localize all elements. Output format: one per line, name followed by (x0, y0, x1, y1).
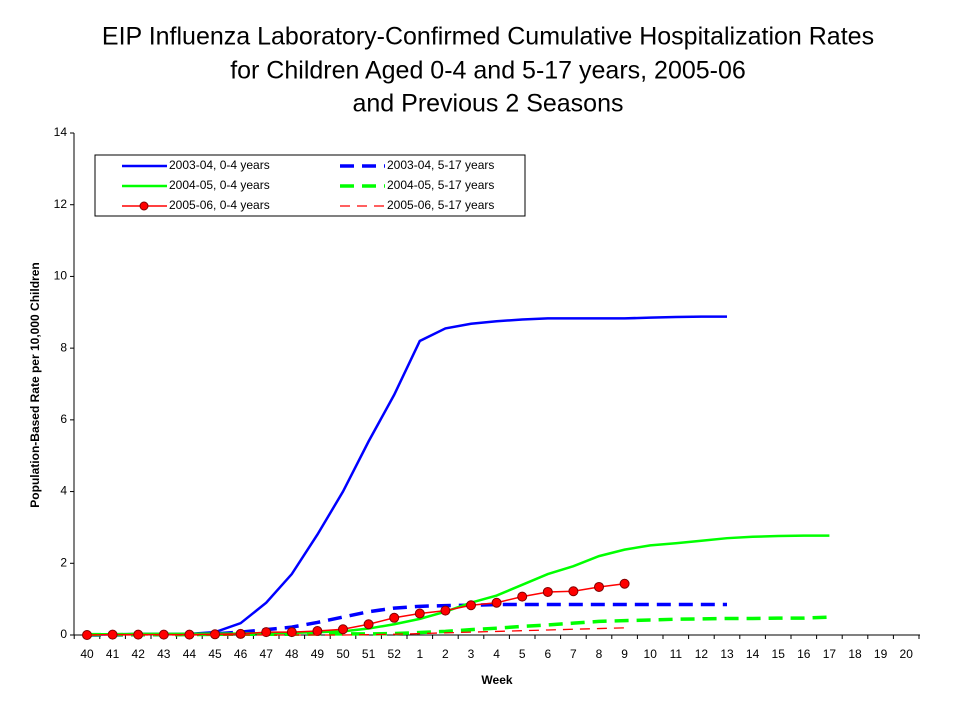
y-tick-label: 2 (60, 555, 67, 569)
y-tick-label: 12 (54, 197, 68, 211)
x-tick-label: 10 (644, 647, 658, 661)
x-tick-label: 18 (848, 647, 862, 661)
x-tick-label: 49 (311, 647, 325, 661)
legend-marker (139, 201, 149, 211)
legend-label: 2004-05, 5-17 years (387, 178, 494, 192)
x-tick-label: 6 (544, 647, 551, 661)
series-marker (440, 605, 451, 616)
x-tick-label: 2 (442, 647, 449, 661)
series-marker (594, 581, 604, 592)
y-tick-label: 4 (60, 484, 67, 498)
series-line (87, 615, 830, 637)
y-tick-label: 8 (60, 340, 67, 354)
x-tick-label: 1 (416, 647, 423, 661)
series-marker (338, 624, 348, 635)
x-tick-label: 47 (260, 647, 274, 661)
x-tick-label: 3 (468, 647, 475, 661)
series-marker (517, 591, 528, 602)
series-marker (363, 619, 374, 630)
x-tick-label: 44 (183, 647, 197, 661)
chart-title: and Previous 2 Seasons (352, 90, 623, 118)
series-marker (312, 626, 323, 637)
series-marker (542, 586, 553, 597)
x-tick-label: 14 (746, 647, 760, 661)
x-tick-label: 52 (388, 647, 402, 661)
x-tick-label: 46 (234, 647, 248, 661)
x-tick-label: 42 (132, 647, 146, 661)
x-tick-label: 12 (695, 647, 709, 661)
series-marker (210, 629, 220, 640)
series-marker (568, 586, 579, 597)
series-marker (466, 600, 476, 611)
series-marker (414, 608, 425, 619)
series-line (87, 627, 625, 636)
chart-title: EIP Influenza Laboratory-Confirmed Cumul… (102, 23, 874, 51)
x-tick-label: 15 (772, 647, 786, 661)
series-marker (619, 578, 630, 589)
series-marker (491, 597, 502, 608)
x-tick-label: 43 (157, 647, 171, 661)
series-marker (235, 628, 246, 639)
y-axis-label: Population-Based Rate per 10,000 Childre… (28, 262, 42, 507)
y-tick-label: 0 (60, 627, 67, 641)
series-marker (389, 612, 400, 623)
x-axis-label: Week (481, 673, 512, 687)
x-tick-label: 11 (670, 647, 683, 661)
y-tick-label: 14 (54, 125, 68, 139)
x-tick-label: 51 (362, 647, 376, 661)
y-tick-label: 10 (54, 269, 68, 283)
legend-label: 2003-04, 0-4 years (169, 158, 270, 172)
legend-label: 2005-06, 5-17 years (387, 198, 494, 212)
x-tick-label: 40 (80, 647, 94, 661)
x-tick-label: 41 (106, 647, 120, 661)
legend-label: 2005-06, 0-4 years (169, 198, 270, 212)
series-line (86, 315, 727, 637)
y-tick-label: 6 (60, 412, 67, 426)
x-tick-label: 17 (823, 647, 837, 661)
x-tick-label: 7 (570, 647, 577, 661)
series-line (87, 602, 727, 637)
chart-title: for Children Aged 0-4 and 5-17 years, 20… (230, 57, 746, 85)
series-line (87, 534, 830, 636)
x-tick-label: 20 (900, 647, 914, 661)
x-tick-label: 50 (336, 647, 350, 661)
x-tick-label: 19 (874, 647, 888, 661)
legend-label: 2004-05, 0-4 years (169, 178, 270, 192)
legend-label: 2003-04, 5-17 years (387, 158, 494, 172)
x-tick-label: 9 (621, 647, 628, 661)
x-tick-label: 45 (208, 647, 222, 661)
x-tick-label: 48 (285, 647, 299, 661)
x-tick-label: 4 (493, 647, 500, 661)
x-tick-label: 16 (797, 647, 811, 661)
x-tick-label: 13 (720, 647, 734, 661)
x-tick-label: 5 (519, 647, 526, 661)
x-tick-label: 8 (596, 647, 603, 661)
